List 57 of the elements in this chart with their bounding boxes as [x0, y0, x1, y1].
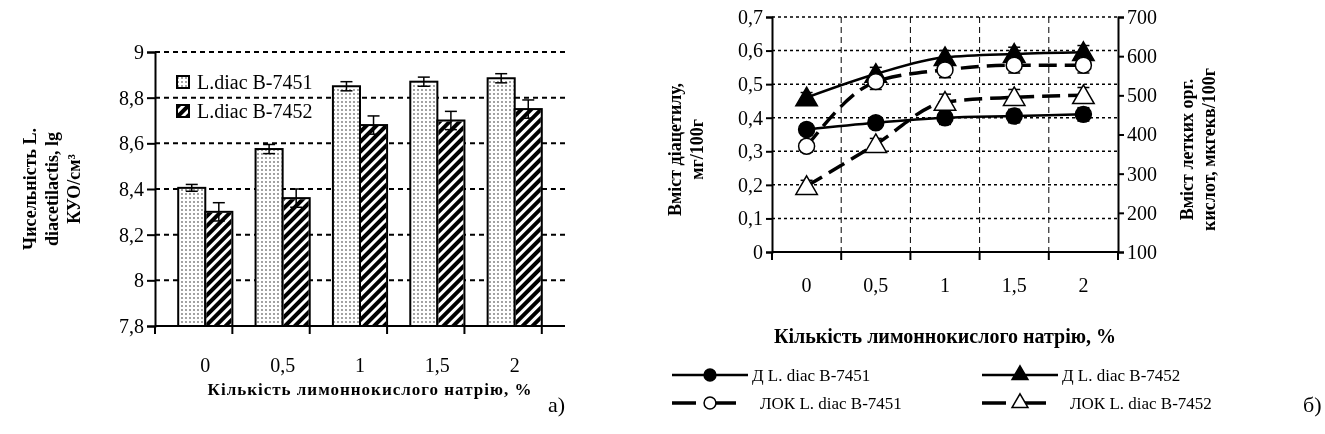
point: [867, 114, 885, 132]
y-tick-label: 0,6: [738, 39, 763, 62]
point: [795, 175, 819, 196]
y2-tick-label: 200: [1127, 201, 1157, 224]
y-tick-label: 9: [134, 40, 144, 63]
point: [795, 86, 819, 107]
x-tick-label: 0,5: [270, 354, 296, 376]
point: [936, 61, 954, 79]
x-tick-label: 0: [801, 274, 812, 296]
y-tick-label: 0,7: [738, 5, 763, 28]
point: [1071, 84, 1095, 105]
y-tick-label: 0: [753, 240, 763, 263]
x-tick-label: 2: [1078, 274, 1089, 296]
y-axis-title: Вміст діацетилу, мг/100г: [665, 82, 707, 217]
y-tick-label: 8,6: [119, 132, 144, 155]
y2-tick-label: 600: [1127, 45, 1157, 68]
x-tick-label: 1,5: [424, 354, 450, 376]
point: [797, 120, 816, 139]
x-tick-label: 0,5: [863, 274, 889, 296]
legend-label: Д L. diac B-7451: [752, 366, 871, 385]
y-tick-label: 0,5: [738, 73, 763, 96]
point: [797, 137, 816, 155]
x-axis-title: Кількість лимоннокислого натрію, %: [773, 325, 1117, 348]
y-axis-title: Чисельність L. diacetilactis, lg КУО/см³: [20, 127, 84, 251]
legend-label: Д L. diac B-7452: [1062, 366, 1181, 385]
x-tick-label: 0: [200, 354, 211, 376]
x-tick-label: 1: [940, 274, 950, 296]
text: б): [1303, 392, 1322, 417]
y-tick-label: 8: [134, 269, 144, 292]
legend-label: L.diac B-7452: [197, 100, 313, 122]
y2-tick-label: 400: [1127, 123, 1157, 146]
point: [933, 90, 957, 111]
point: [864, 133, 888, 154]
x-tick-label: 1,5: [1001, 274, 1027, 296]
y-tick-label: 0,2: [738, 173, 763, 196]
x-tick-label: 1: [355, 354, 365, 376]
y2-tick-label: 700: [1127, 5, 1157, 28]
y-tick-label: 0,4: [738, 106, 763, 129]
y2-tick-label: 500: [1127, 84, 1157, 107]
y-tick-label: 8,8: [119, 86, 144, 109]
y-tick-label: 8,4: [119, 177, 144, 200]
point: [1005, 56, 1023, 74]
y2-tick-label: 100: [1127, 240, 1157, 263]
x-axis-title: Кількість лимоннокислого натрію, %: [207, 380, 533, 399]
y-tick-label: 0,1: [738, 207, 763, 230]
point: [1074, 56, 1093, 74]
y-tick-label: 7,8: [119, 314, 144, 337]
legend-label: ЛОК L. diac B-7452: [1070, 394, 1212, 413]
point: [1002, 86, 1026, 107]
y2-axis-title: Вміст летких орг. кислот, мкгекв/100г: [1177, 68, 1219, 231]
y-tick-label: 8,2: [119, 223, 144, 246]
legend-label: L.diac B-7451: [197, 71, 313, 93]
text: а): [548, 392, 566, 417]
x-tick-label: 2: [509, 354, 520, 376]
y-tick-label: 0,3: [738, 140, 763, 163]
y2-tick-label: 300: [1127, 162, 1157, 185]
legend-label: ЛОК L. diac B-7451: [760, 394, 902, 413]
